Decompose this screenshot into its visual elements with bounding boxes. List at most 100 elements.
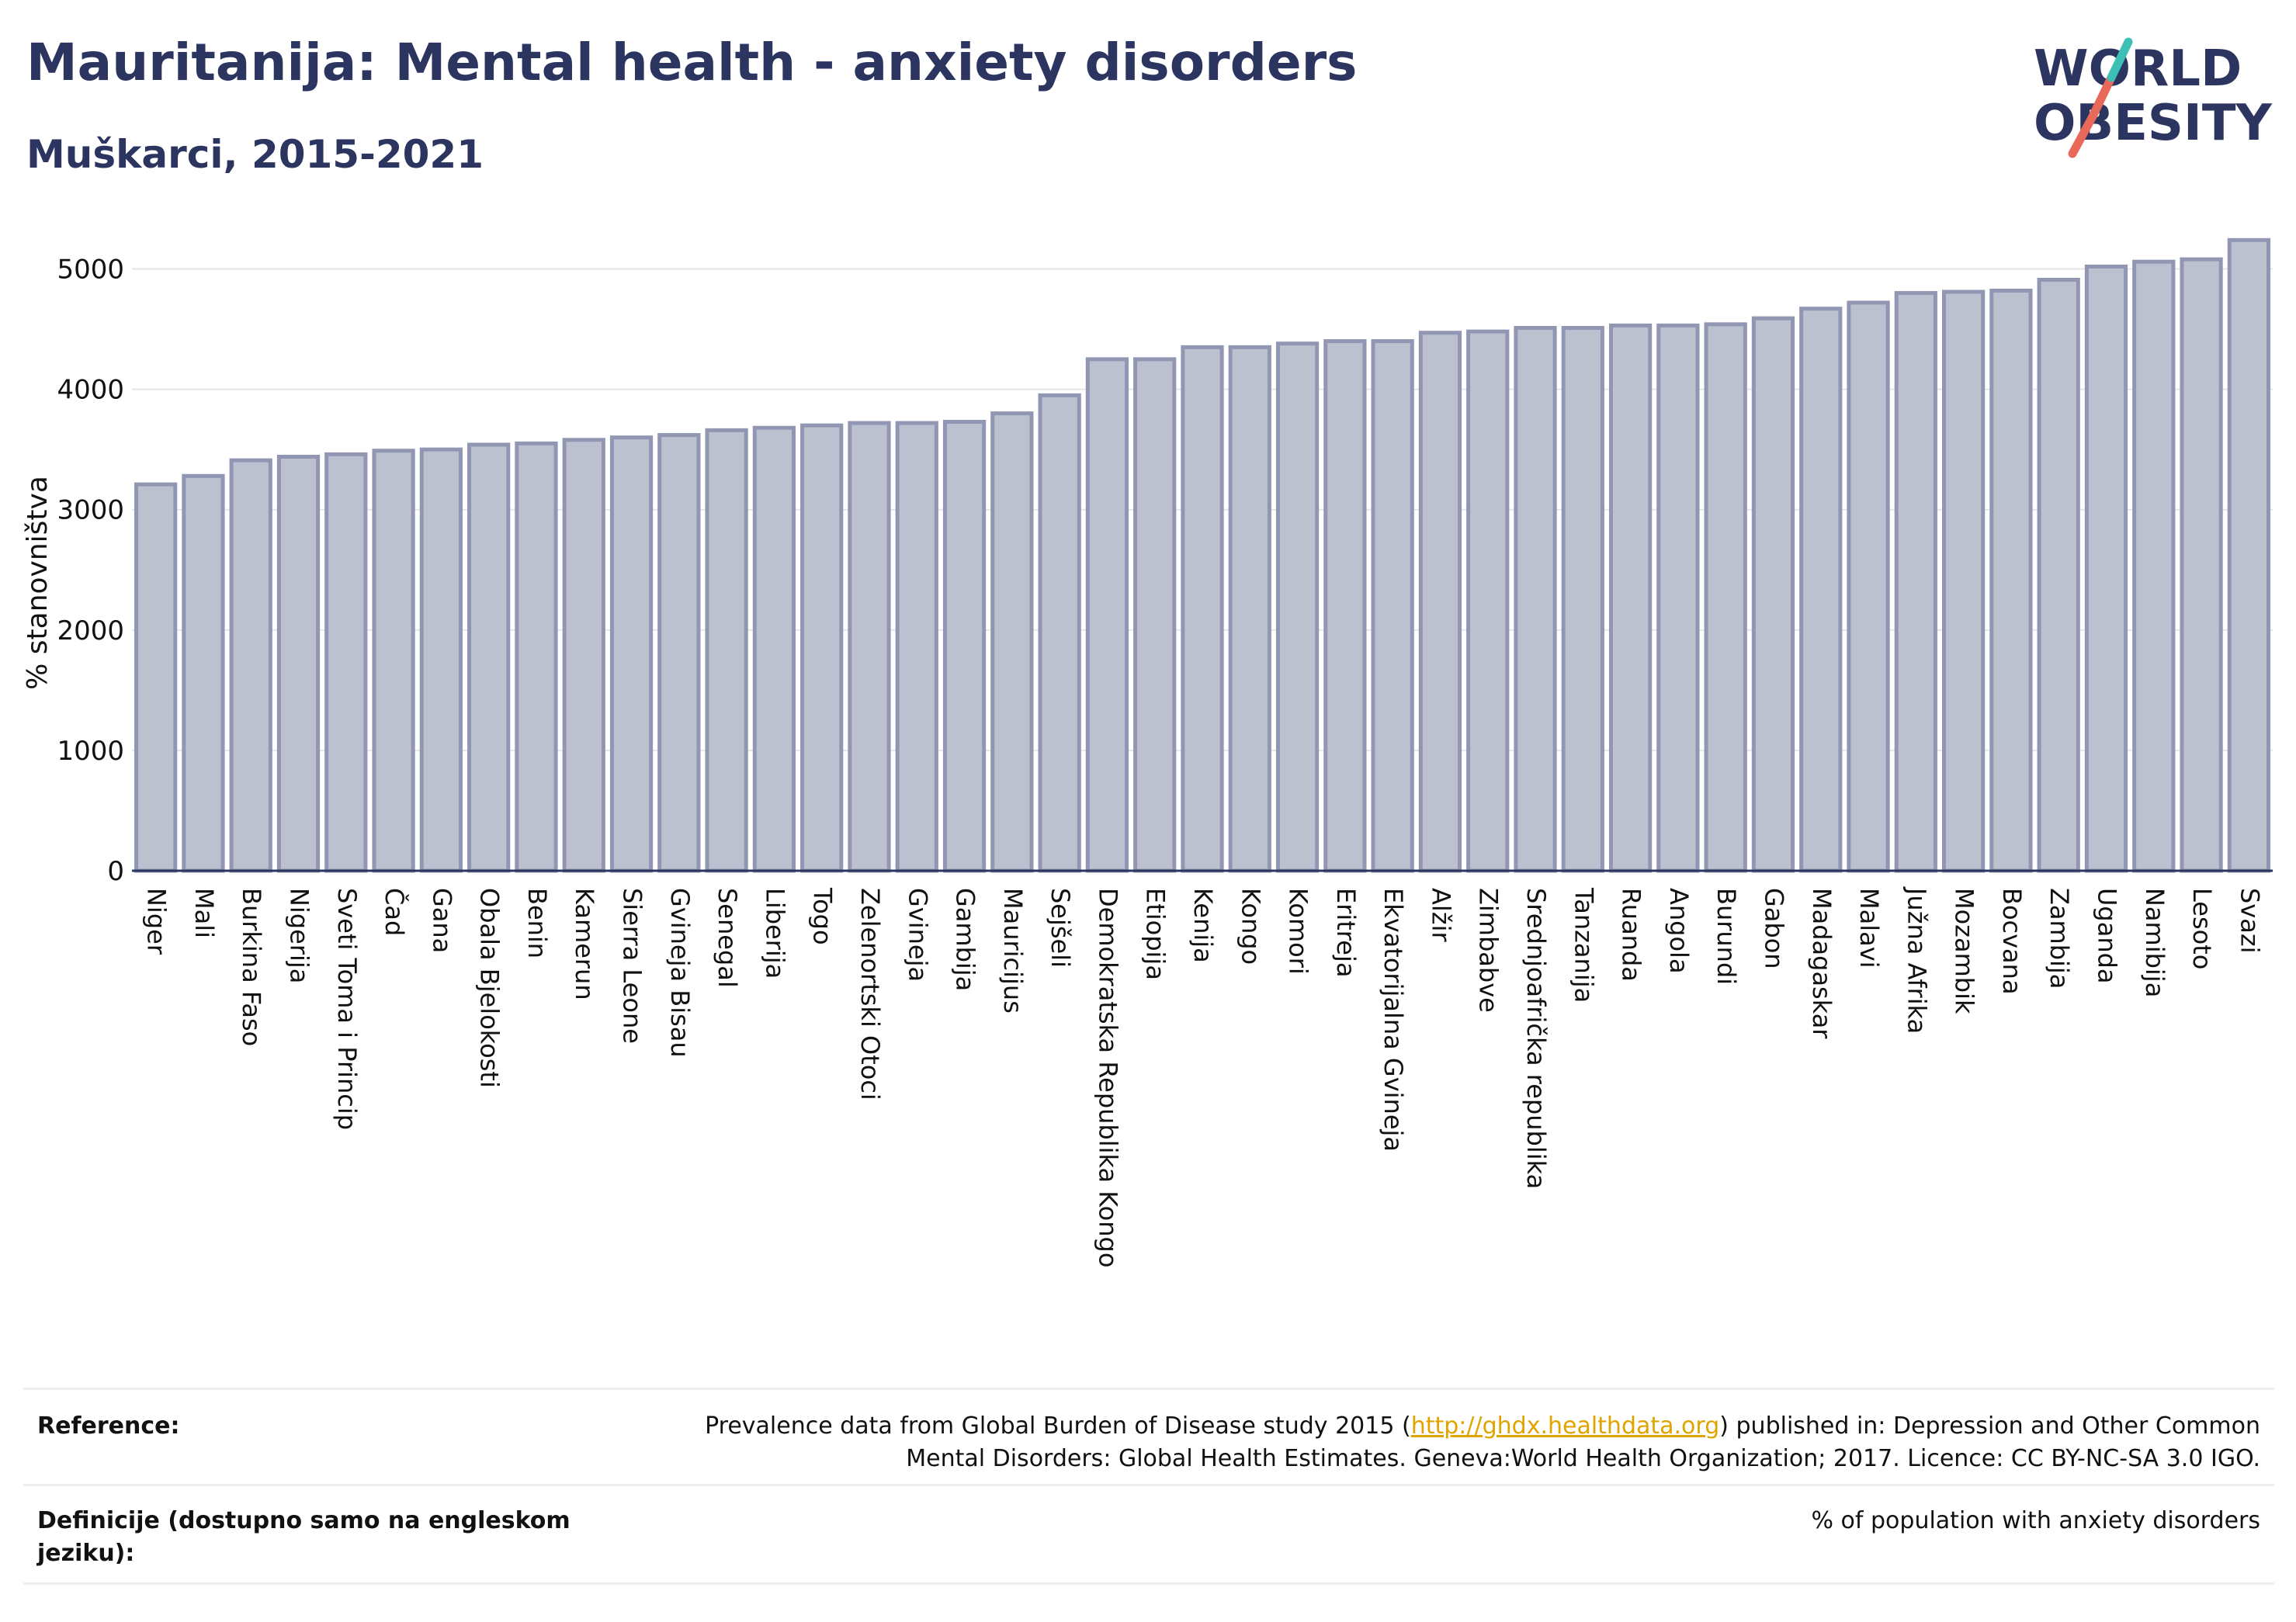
- bar-srednjoafri-ka-republika: [1514, 326, 1557, 873]
- bar-komori: [1275, 341, 1320, 873]
- chart-bars: [134, 237, 2270, 873]
- y-tick-label: 4000: [57, 375, 124, 406]
- reference-post: ) published in: Depression and Other Com…: [1719, 1412, 2260, 1440]
- page-title: Mauritanija: Mental health - anxiety dis…: [26, 33, 1358, 92]
- x-tick-label: Mozambik: [1950, 888, 1979, 1014]
- x-tick-label: Lesoto: [2187, 888, 2217, 969]
- bar--ad: [372, 449, 415, 873]
- x-tick-label: Gambija: [951, 888, 980, 991]
- bar-mozambik: [1941, 289, 1986, 873]
- bar-benin: [515, 441, 558, 873]
- x-tick-label: Angola: [1664, 888, 1694, 974]
- bar-svazi: [2227, 237, 2270, 873]
- bar-ju-na-afrika: [1894, 291, 1937, 873]
- x-tick-label: Senegal: [713, 888, 742, 988]
- x-tick-label: Sveti Toma i Princip: [332, 888, 362, 1130]
- bar-namibija: [2132, 259, 2176, 873]
- y-axis-ticks: 0 1000 2000 3000 4000 5000: [57, 255, 124, 887]
- x-tick-label: Svazi: [2235, 888, 2264, 954]
- x-tick-label: Benin: [522, 888, 552, 958]
- x-tick-label: Čad: [380, 888, 410, 936]
- world-obesity-logo: WORLD OBESITY: [2034, 37, 2272, 158]
- bar-al-ir: [1418, 331, 1462, 873]
- x-tick-label: Niger: [142, 888, 172, 955]
- logo-slash-red: [2088, 73, 2116, 121]
- x-tick-label: Ekvatorijalna Gvineja: [1379, 888, 1408, 1152]
- x-tick-label: Liberija: [760, 888, 789, 979]
- y-axis-label: % stanovništva: [22, 476, 54, 690]
- bar-senegal: [705, 428, 748, 873]
- x-tick-label: Burkina Faso: [237, 888, 266, 1046]
- definition-text: % of population with anxiety disorders: [1811, 1507, 2260, 1534]
- bar-lesoto: [2180, 257, 2223, 873]
- x-tick-label: Zambija: [2045, 888, 2074, 989]
- bar-burkina-faso: [229, 458, 272, 873]
- bar-liberija: [752, 425, 796, 873]
- bar-ekvatorijalna-gvineja: [1371, 339, 1414, 873]
- y-tick-label: 3000: [57, 495, 124, 526]
- x-tick-label: Eritreja: [1331, 888, 1361, 977]
- bar-zambija: [2037, 277, 2080, 873]
- reference-label: Reference:: [37, 1412, 180, 1440]
- bar-mauricijus: [990, 411, 1034, 873]
- bar-bocvana: [1989, 288, 2033, 873]
- bar-nigerija: [276, 454, 321, 873]
- definition-section: Definicije (dostupno samo na engleskom j…: [23, 1484, 2274, 1585]
- page-subtitle: Muškarci, 2015-2021: [26, 132, 484, 177]
- logo-line1: WORLD: [2034, 40, 2242, 98]
- x-tick-label: Bocvana: [1997, 888, 2027, 995]
- x-tick-label: Gvineja: [903, 888, 932, 982]
- reference-pre: Prevalence data from Global Burden of Di…: [705, 1412, 1411, 1440]
- x-tick-label: Gabon: [1759, 888, 1788, 969]
- bar-chart: 0 1000 2000 3000 4000 5000 Niger Mali Burkina F…: [22, 237, 2273, 1267]
- x-tick-label: Sierra Leone: [618, 888, 647, 1044]
- x-tick-label: Demokratska Republika Kongo: [1093, 888, 1122, 1267]
- reference-line2: Mental Disorders: Global Health Estimate…: [906, 1445, 2260, 1472]
- x-tick-label: Alžir: [1426, 888, 1455, 942]
- bar-gvineja-bisau: [657, 433, 701, 873]
- x-tick-label: Uganda: [2092, 888, 2121, 984]
- bar-demokratska-republika-kongo: [1085, 357, 1129, 873]
- x-tick-label: Komori: [1284, 888, 1313, 975]
- bar-etiopija: [1133, 357, 1177, 873]
- bar-gana: [419, 447, 463, 873]
- logo-slash-red-lower: [2068, 112, 2097, 158]
- y-tick-label: 2000: [57, 615, 124, 646]
- bar-burundi: [1704, 322, 1747, 873]
- x-tick-label: Obala Bjelokosti: [475, 888, 505, 1088]
- bar-mali: [182, 473, 225, 873]
- logo-slash-teal: [2107, 37, 2133, 82]
- x-tick-label: Togo: [808, 887, 838, 945]
- x-tick-label: Gana: [427, 888, 456, 953]
- reference-text: Prevalence data from Global Burden of Di…: [705, 1410, 2260, 1475]
- x-tick-label: Namibija: [2140, 888, 2169, 997]
- bar-malavi: [1847, 300, 1890, 873]
- x-tick-label: Mali: [189, 888, 219, 938]
- x-tick-label: Zelenortski Otoci: [855, 888, 885, 1100]
- bar-niger: [134, 482, 178, 873]
- x-tick-label: Burundi: [1712, 888, 1741, 985]
- x-tick-label: Mauricijus: [998, 888, 1028, 1014]
- x-tick-label: Etiopija: [1141, 888, 1171, 980]
- bar-madagaskar: [1799, 307, 1843, 873]
- x-tick-label: Madagaskar: [1807, 888, 1836, 1039]
- definition-label: Definicije (dostupno samo na engleskom j…: [37, 1505, 571, 1570]
- reference-section: Reference: Prevalence data from Global B…: [23, 1388, 2274, 1486]
- bar-angola: [1656, 323, 1700, 873]
- y-tick-label: 0: [107, 856, 124, 887]
- bar-uganda: [2084, 264, 2128, 873]
- y-tick-label: 5000: [57, 255, 124, 286]
- reference-link[interactable]: http://ghdx.healthdata.org: [1410, 1412, 1720, 1440]
- x-tick-label: Kamerun: [570, 888, 599, 1000]
- x-tick-label: Gvineja Bisau: [665, 888, 695, 1058]
- x-tick-label: Kenija: [1188, 888, 1218, 963]
- bar-sveti-toma-i-princip: [324, 452, 368, 873]
- x-tick-label: Sejšeli: [1046, 888, 1075, 968]
- bar-tanzanija: [1561, 326, 1604, 873]
- x-tick-label: Zimbabve: [1474, 888, 1503, 1013]
- definition-label-line2: jeziku):: [37, 1540, 135, 1567]
- bar-togo: [800, 423, 844, 873]
- y-tick-label: 1000: [57, 736, 124, 767]
- bar-ruanda: [1608, 323, 1653, 873]
- bar-zelenortski-otoci: [848, 421, 891, 873]
